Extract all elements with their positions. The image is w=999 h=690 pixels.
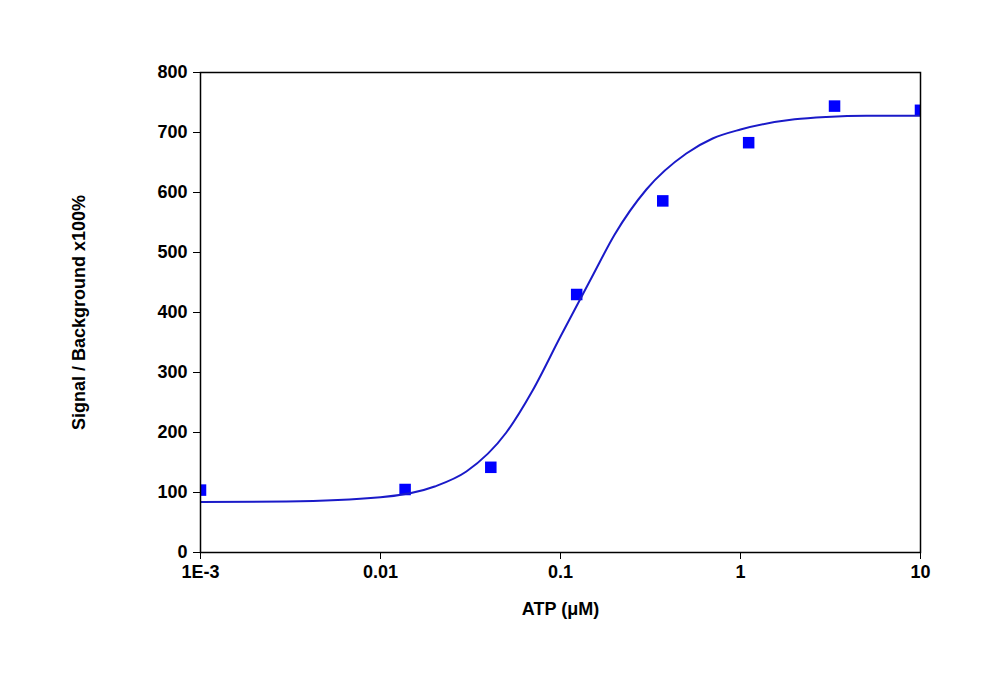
svg-text:100: 100 — [157, 482, 187, 502]
svg-text:0.1: 0.1 — [548, 562, 573, 582]
svg-text:0.01: 0.01 — [363, 562, 398, 582]
svg-text:1: 1 — [735, 562, 745, 582]
svg-text:700: 700 — [157, 122, 187, 142]
svg-text:1E-3: 1E-3 — [181, 562, 219, 582]
svg-text:200: 200 — [157, 422, 187, 442]
svg-text:500: 500 — [157, 242, 187, 262]
svg-text:0: 0 — [177, 542, 187, 562]
svg-text:300: 300 — [157, 362, 187, 382]
svg-text:ATP (μM): ATP (μM) — [522, 599, 599, 619]
svg-text:800: 800 — [157, 62, 187, 82]
svg-text:Signal / Background x100%: Signal / Background x100% — [69, 195, 89, 430]
svg-text:600: 600 — [157, 182, 187, 202]
svg-text:400: 400 — [157, 302, 187, 322]
svg-text:10: 10 — [910, 562, 930, 582]
